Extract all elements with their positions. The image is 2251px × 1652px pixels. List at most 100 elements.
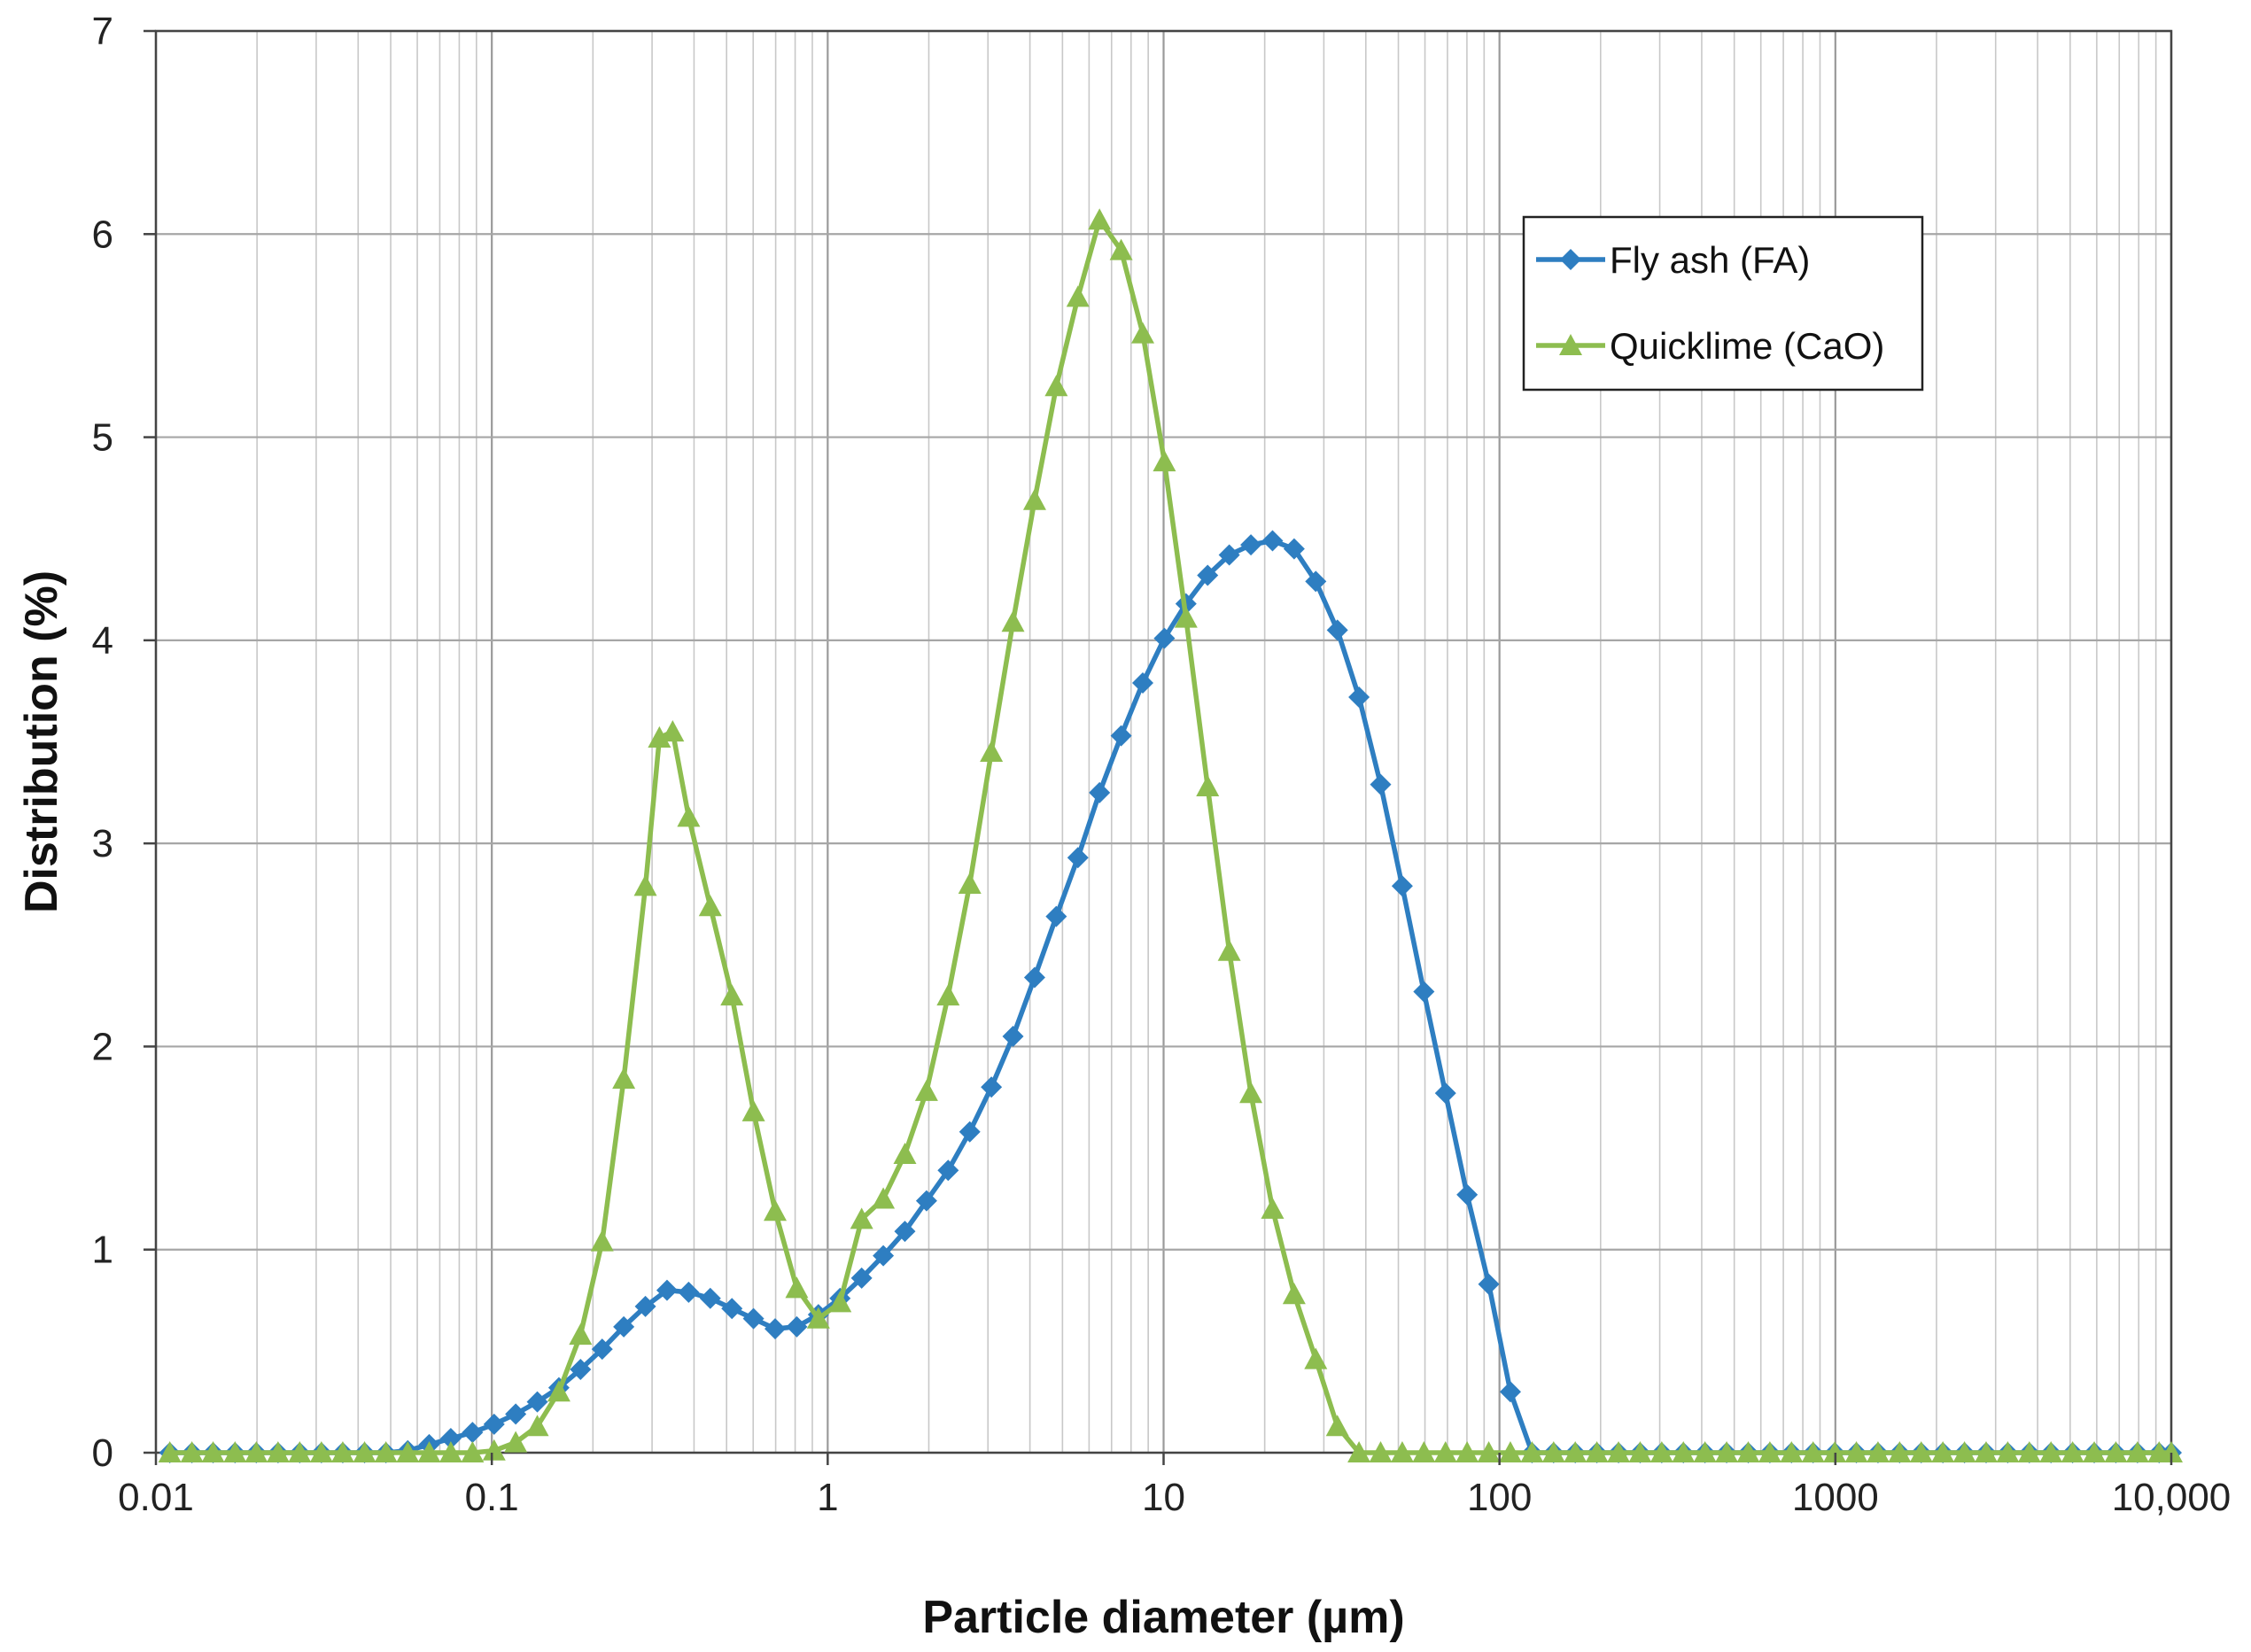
x-tick-label: 10 [1142,1476,1185,1519]
data-point [850,1267,873,1289]
data-point [806,1307,830,1329]
data-point [266,1441,290,1463]
data-point [741,1099,765,1121]
data-point [1370,773,1392,795]
x-tick-label: 1000 [1792,1476,1879,1519]
data-point [1347,1441,1371,1463]
data-point [981,1076,1003,1098]
data-point [1952,1441,1976,1463]
data-point [482,1439,506,1461]
data-point [1607,1441,1631,1463]
data-point [1217,939,1241,961]
legend: Fly ash (FA) Quicklime (CaO) [1522,215,1924,392]
data-point [1131,672,1153,694]
data-point [1974,1441,1998,1463]
data-point [1325,1415,1349,1437]
y-tick-label: 7 [92,10,113,53]
data-point [2061,1441,2084,1463]
data-point [1153,627,1176,649]
data-point [958,873,982,895]
data-point [1715,1441,1739,1463]
data-point [591,1338,613,1361]
data-point [1326,619,1348,641]
data-point [1067,847,1089,869]
data-point [1888,1441,1912,1463]
data-point [1348,686,1370,709]
data-point [959,1121,981,1143]
data-point [223,1441,247,1463]
data-point [698,895,722,917]
y-tick-label: 2 [92,1025,113,1068]
data-point [1261,530,1284,552]
data-point [439,1427,462,1449]
data-point [634,1295,656,1317]
data-point [1002,1025,1024,1047]
data-point [1045,905,1067,927]
data-point [1153,450,1176,472]
data-point [1197,564,1219,586]
x-tick-label: 0.1 [465,1476,519,1519]
data-point [158,1441,182,1463]
data-point [547,1380,571,1402]
data-point [633,874,657,896]
x-axis-title: Particle diameter (µm) [922,1592,1404,1643]
data-point [1564,1441,1587,1463]
data-point [374,1441,398,1463]
data-point [1456,1183,1479,1206]
data-point [1023,966,1045,989]
data-point [1823,1441,1847,1463]
data-point [872,1187,896,1209]
series-quicklime [158,208,2183,1463]
data-point [661,720,685,742]
data-point [1001,610,1025,632]
data-point [677,805,701,827]
data-point [914,1079,938,1101]
data-point [1088,208,1112,230]
data-point [1369,1441,1393,1463]
legend-label: Fly ash (FA) [1610,239,1810,281]
data-point [569,1323,593,1346]
data-point [309,1441,333,1463]
legend-box [1522,215,1924,392]
data-point [2160,1441,2183,1463]
data-point [1130,322,1154,344]
data-point [1780,1441,1804,1463]
data-point [1477,1441,1501,1463]
data-point [873,1245,895,1267]
data-point [525,1415,549,1437]
data-point [1261,1197,1285,1219]
data-point [1736,1441,1760,1463]
data-point [1044,375,1068,397]
data-point [439,1441,462,1463]
data-point [590,1229,614,1252]
y-tick-label: 1 [92,1229,113,1272]
data-point [828,1291,852,1313]
data-point [1693,1441,1717,1463]
y-tick-label: 6 [92,213,113,256]
data-point [1434,1082,1456,1105]
y-tick-label: 0 [92,1431,113,1475]
data-point [1282,1283,1306,1305]
data-point [648,725,671,748]
data-point [1844,1441,1868,1463]
data-point [1672,1441,1696,1463]
x-tick-label: 10,000 [2112,1476,2232,1519]
data-point [1498,1441,1522,1463]
x-tick-label: 1 [817,1476,838,1519]
data-point [1499,1381,1521,1403]
data-point [656,1279,678,1301]
data-point [786,1315,808,1338]
x-tick-label: 100 [1467,1476,1532,1519]
data-point [526,1391,548,1413]
data-point [245,1441,268,1463]
data-point [288,1441,312,1463]
data-point [570,1358,592,1380]
data-point [483,1413,505,1435]
series-group [158,208,2183,1463]
data-point [937,1160,959,1182]
tick-labels: 0.01 0.1 1 10 100 1000 10,000 0 1 2 3 4 5 6 7 [92,10,2232,1519]
data-point [613,1315,635,1338]
data-point [936,984,960,1006]
data-point [353,1441,376,1463]
